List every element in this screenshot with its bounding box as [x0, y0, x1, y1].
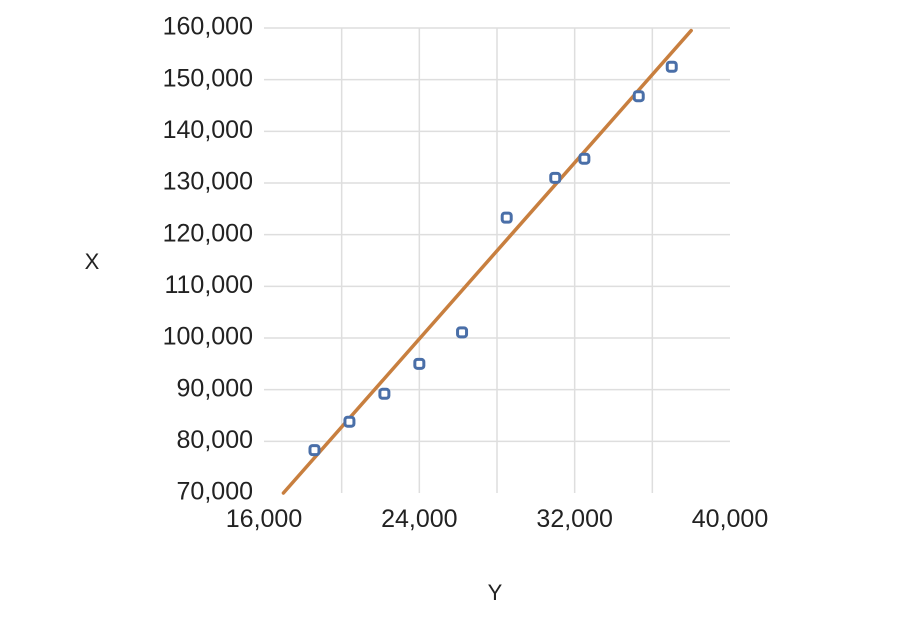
- x-tick-label: 16,000: [226, 505, 302, 533]
- y-tick-label: 140,000: [163, 116, 253, 144]
- y-tick-label: 90,000: [177, 374, 253, 402]
- data-point: [308, 444, 321, 457]
- y-axis-title: X: [85, 249, 100, 274]
- y-axis-ticks: 70,000 80,000 90,000 100,000 110,000 120,000 1…: [163, 13, 253, 506]
- y-tick-label: 80,000: [177, 426, 253, 454]
- data-point: [456, 326, 469, 339]
- y-tick-label: 70,000: [177, 478, 253, 506]
- grid: [264, 27, 730, 493]
- x-tick-label: 40,000: [692, 505, 768, 533]
- y-tick-label: 120,000: [163, 219, 253, 247]
- y-tick-label: 130,000: [163, 168, 253, 196]
- y-tick-label: 100,000: [163, 323, 253, 351]
- x-tick-label: 32,000: [536, 505, 612, 533]
- data-point: [632, 90, 645, 103]
- data-point: [578, 152, 591, 165]
- data-point: [500, 211, 513, 224]
- x-tick-label: 24,000: [381, 505, 457, 533]
- data-point: [378, 387, 391, 400]
- y-tick-label: 160,000: [163, 13, 253, 41]
- y-tick-label: 150,000: [163, 64, 253, 92]
- data-point: [343, 415, 356, 428]
- data-point: [549, 171, 562, 184]
- x-axis-ticks: 16,000 24,000 32,000 40,000: [226, 505, 768, 533]
- x-axis-title: Y: [488, 580, 503, 605]
- data-points: [308, 60, 678, 457]
- y-tick-label: 110,000: [164, 271, 253, 299]
- data-point: [413, 357, 426, 370]
- data-point: [665, 60, 678, 73]
